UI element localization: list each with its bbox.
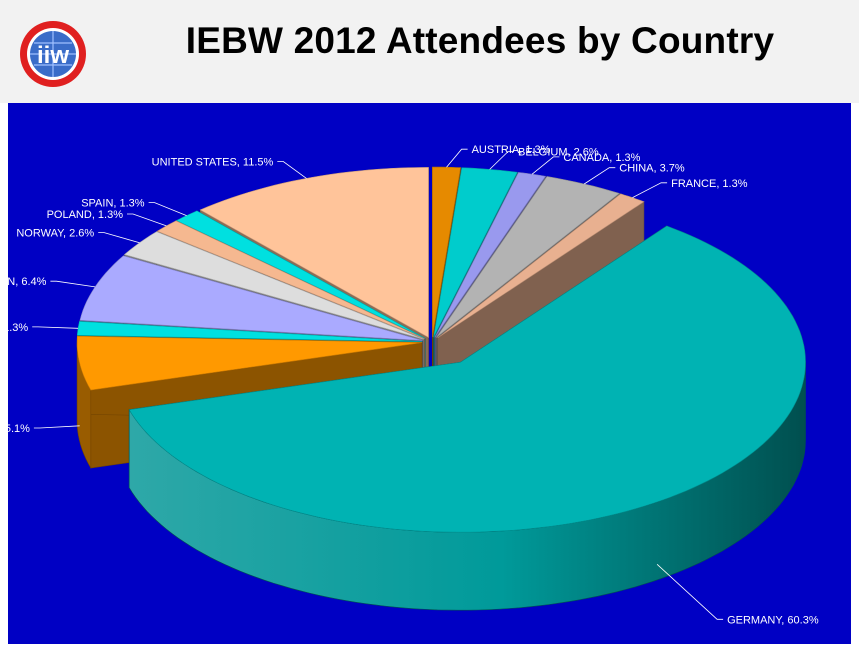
slice-top [128,225,806,533]
data-label-france: FRANCE, 1.3% [671,178,748,190]
leader-line-germany [656,564,724,620]
leader-line-china [583,167,616,185]
slice-germany [128,225,806,611]
leader-line-united-states [277,161,307,179]
data-label-norway: NORWAY, 2.6% [16,228,94,240]
data-label-austria: AUSTRIA, 1.3% [472,144,551,156]
logo-text: iiw [37,42,69,69]
slice-top [76,335,423,391]
data-label-germany: GERMANY, 60.3% [727,614,819,626]
data-label-great-britain: GREAT BRITAIN, 5.1% [0,423,30,435]
leader-line-spain [148,202,187,216]
leader-line-austria [446,148,468,168]
leader-line-great-britain [33,425,80,429]
data-label-united-states: UNITED STATES, 11.5% [152,157,274,169]
data-label-china: CHINA, 3.7% [619,163,685,175]
data-label-japan: JAPAN, 6.4% [0,276,47,288]
chart-title: IEBW 2012 Attendees by Country [185,20,775,61]
leader-line-japan [50,280,96,288]
data-label-ireland: IRELAND, 1.3% [0,322,28,334]
data-label-belgium: BELGIUM, 2.6% [518,147,599,159]
leader-line-poland [127,213,167,227]
leader-line-canada [531,156,560,175]
leader-line-france [632,182,668,198]
data-label-spain: SPAIN, 1.3% [81,198,145,210]
slice-top [199,167,429,338]
header-band [0,0,859,103]
leader-line-belgium [489,151,514,170]
iiw-logo: iiw [20,21,86,87]
leader-line-ireland [32,326,79,329]
data-label-poland: POLAND, 1.3% [47,209,124,221]
data-label-canada: CANADA, 1.3% [563,152,640,164]
leader-line-norway [98,232,140,244]
